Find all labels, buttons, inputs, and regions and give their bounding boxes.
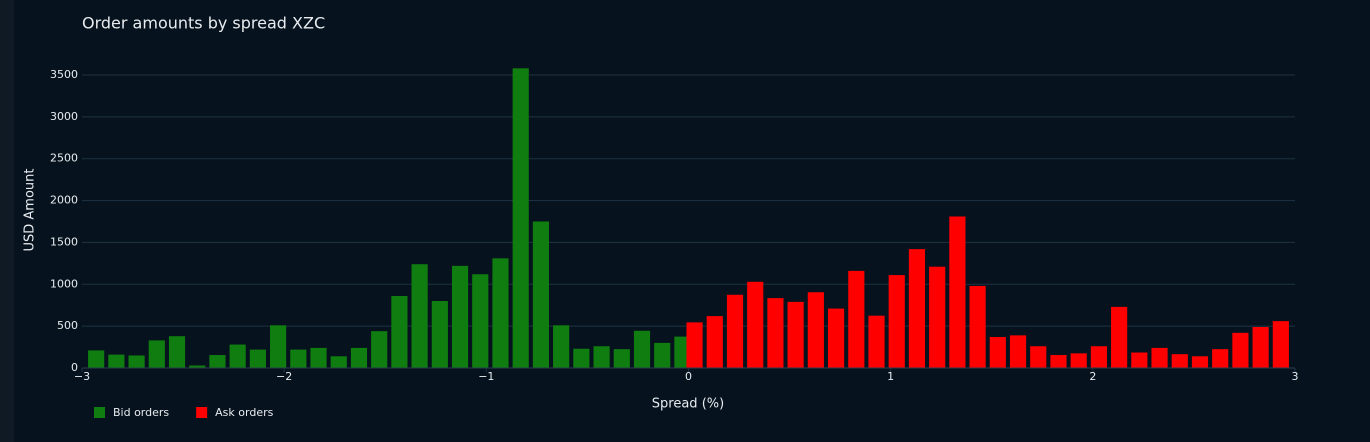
y-tick-label: 0 — [71, 361, 78, 374]
bar — [969, 285, 986, 368]
bar — [747, 281, 764, 368]
legend-label: Bid orders — [113, 406, 169, 419]
bar — [706, 316, 723, 368]
bar — [371, 331, 388, 368]
x-axis-title: Spread (%) — [652, 397, 724, 412]
x-tick-label: 0 — [685, 370, 692, 383]
bar — [1252, 326, 1269, 368]
bar — [1111, 306, 1128, 368]
bar — [1212, 349, 1229, 368]
x-tick-label: −1 — [478, 370, 494, 383]
side-strip — [0, 0, 14, 442]
bar — [330, 356, 347, 368]
bar — [168, 336, 186, 368]
bar — [492, 258, 509, 368]
legend-swatch — [196, 407, 208, 418]
bar — [249, 349, 266, 368]
bar — [908, 249, 926, 368]
y-tick-label: 2500 — [50, 152, 78, 165]
bar — [949, 216, 966, 368]
bar — [431, 301, 448, 368]
y-tick-label: 1500 — [50, 235, 78, 248]
bar — [726, 294, 744, 368]
bar — [686, 322, 703, 368]
bar — [1030, 346, 1047, 368]
bar — [290, 349, 307, 368]
bar — [270, 325, 287, 368]
bar — [108, 354, 125, 368]
bar — [593, 346, 610, 368]
bar — [1171, 354, 1188, 368]
bar — [310, 347, 327, 368]
bar — [1090, 346, 1107, 368]
bar — [391, 296, 408, 368]
y-tick-label: 3000 — [50, 110, 78, 123]
bar — [512, 68, 529, 368]
bar — [1050, 355, 1067, 368]
y-tick-label: 2000 — [50, 194, 78, 207]
bar — [148, 340, 165, 368]
bar — [209, 355, 226, 368]
bar — [573, 348, 590, 368]
bar — [1151, 347, 1168, 368]
bar — [472, 274, 489, 368]
bar — [1070, 353, 1087, 368]
bar — [888, 275, 905, 368]
bar — [451, 265, 469, 368]
x-tick-label: −3 — [74, 370, 90, 383]
bar — [633, 330, 651, 368]
bar — [929, 266, 946, 368]
bar — [553, 325, 570, 368]
bar — [411, 264, 428, 368]
bar — [532, 221, 550, 368]
bar — [848, 270, 865, 368]
y-tick-label: 3500 — [50, 68, 78, 81]
legend-swatch — [94, 407, 105, 418]
bar — [807, 292, 824, 368]
bar — [1232, 332, 1249, 368]
chart-title: Order amounts by spread XZC — [82, 14, 325, 33]
y-axis-title: USD Amount — [23, 169, 38, 252]
x-tick-label: 2 — [1089, 370, 1096, 383]
bar — [189, 365, 206, 368]
x-tick-label: 3 — [1292, 370, 1299, 383]
legend-label: Ask orders — [215, 406, 273, 419]
bar — [989, 337, 1006, 368]
bar — [1131, 352, 1148, 368]
bar — [128, 355, 145, 368]
bar — [613, 349, 630, 368]
x-tick-label: 1 — [887, 370, 894, 383]
bar — [787, 301, 804, 368]
bar — [350, 347, 368, 368]
bar — [767, 298, 784, 368]
y-tick-label: 500 — [57, 319, 78, 332]
x-tick-label: −2 — [276, 370, 292, 383]
bar — [1191, 356, 1209, 368]
bar — [229, 344, 246, 368]
bar — [88, 350, 105, 368]
bar — [827, 308, 845, 368]
bar — [868, 315, 885, 368]
bar — [1009, 335, 1027, 368]
bar — [1272, 321, 1289, 368]
bar — [654, 342, 671, 368]
y-tick-label: 1000 — [50, 277, 78, 290]
